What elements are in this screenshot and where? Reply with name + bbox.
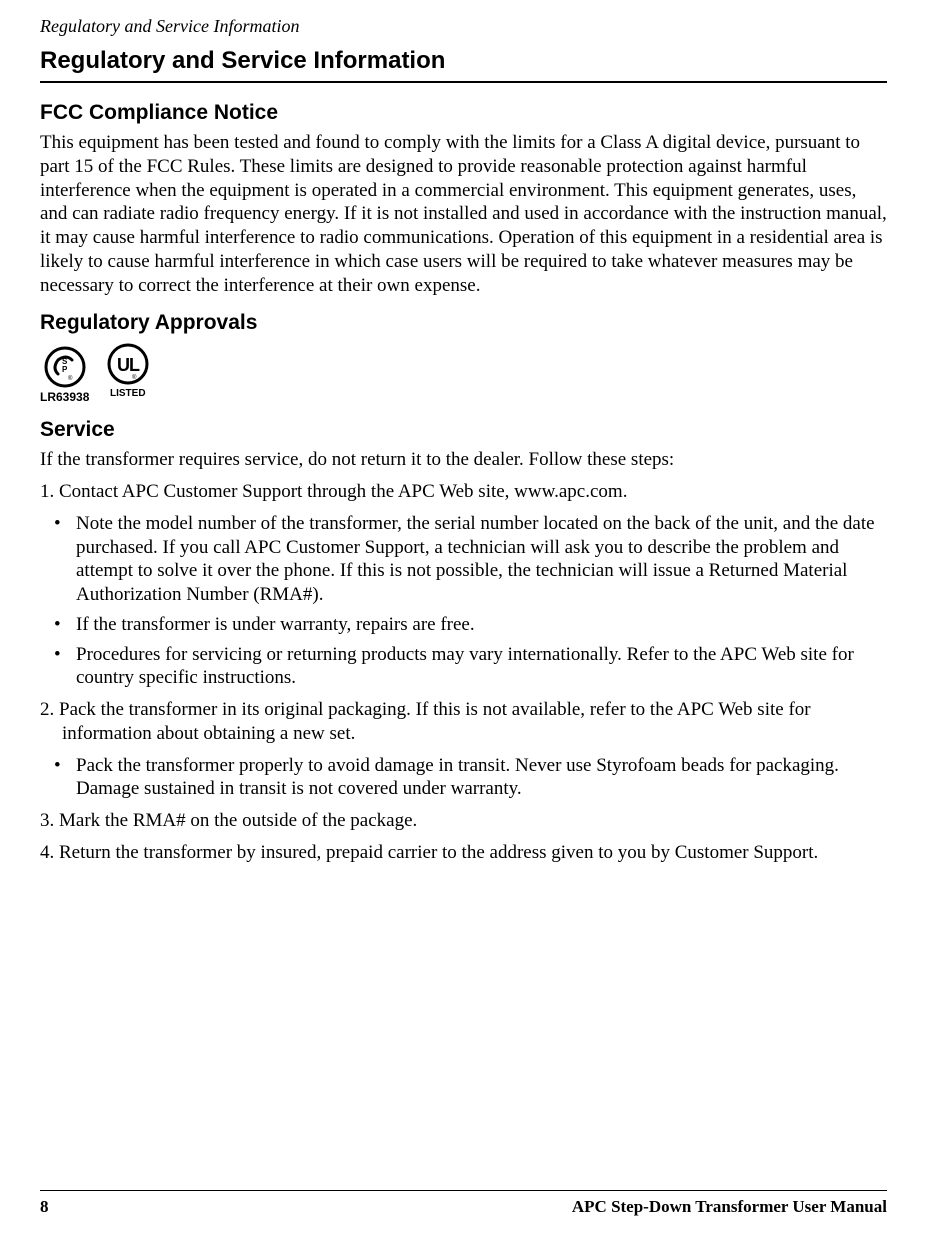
svg-text:P: P xyxy=(62,365,68,374)
section-title: Regulatory and Service Information xyxy=(40,47,887,83)
csa-lr-label: LR63938 xyxy=(40,390,89,404)
service-intro: If the transformer requires service, do … xyxy=(40,448,887,472)
service-step-1-bullets: Note the model number of the transformer… xyxy=(40,512,887,690)
ul-listed-icon: U L ® LISTED xyxy=(107,343,149,399)
running-header: Regulatory and Service Information xyxy=(40,16,887,37)
service-step-4: 4. Return the transformer by insured, pr… xyxy=(40,841,887,865)
list-item: Procedures for servicing or returning pr… xyxy=(40,643,887,691)
fcc-heading: FCC Compliance Notice xyxy=(40,101,887,125)
ul-listed-text: LISTED xyxy=(110,388,146,399)
approvals-heading: Regulatory Approvals xyxy=(40,311,887,335)
page-footer: 8 APC Step-Down Transformer User Manual xyxy=(40,1190,887,1217)
approvals-logos: S P ® LR63938 U L ® LISTED xyxy=(40,343,887,404)
list-item: Pack the transformer properly to avoid d… xyxy=(40,754,887,802)
csa-block: S P ® LR63938 xyxy=(40,346,89,404)
page-number: 8 xyxy=(40,1197,49,1217)
svg-text:®: ® xyxy=(68,375,73,382)
csa-icon: S P ® xyxy=(44,346,86,388)
list-item: If the transformer is under warranty, re… xyxy=(40,613,887,637)
fcc-body: This equipment has been tested and found… xyxy=(40,131,887,297)
service-step-2: 2. Pack the transformer in its original … xyxy=(40,698,887,746)
manual-title: APC Step-Down Transformer User Manual xyxy=(572,1197,887,1217)
ul-block: U L ® LISTED xyxy=(107,343,149,404)
service-step-2-bullets: Pack the transformer properly to avoid d… xyxy=(40,754,887,802)
service-step-3: 3. Mark the RMA# on the outside of the p… xyxy=(40,809,887,833)
svg-text:L: L xyxy=(129,355,140,375)
page: Regulatory and Service Information Regul… xyxy=(0,0,927,1243)
list-item: Note the model number of the transformer… xyxy=(40,512,887,607)
service-step-1: 1. Contact APC Customer Support through … xyxy=(40,480,887,504)
service-heading: Service xyxy=(40,418,887,442)
svg-text:®: ® xyxy=(132,374,137,381)
